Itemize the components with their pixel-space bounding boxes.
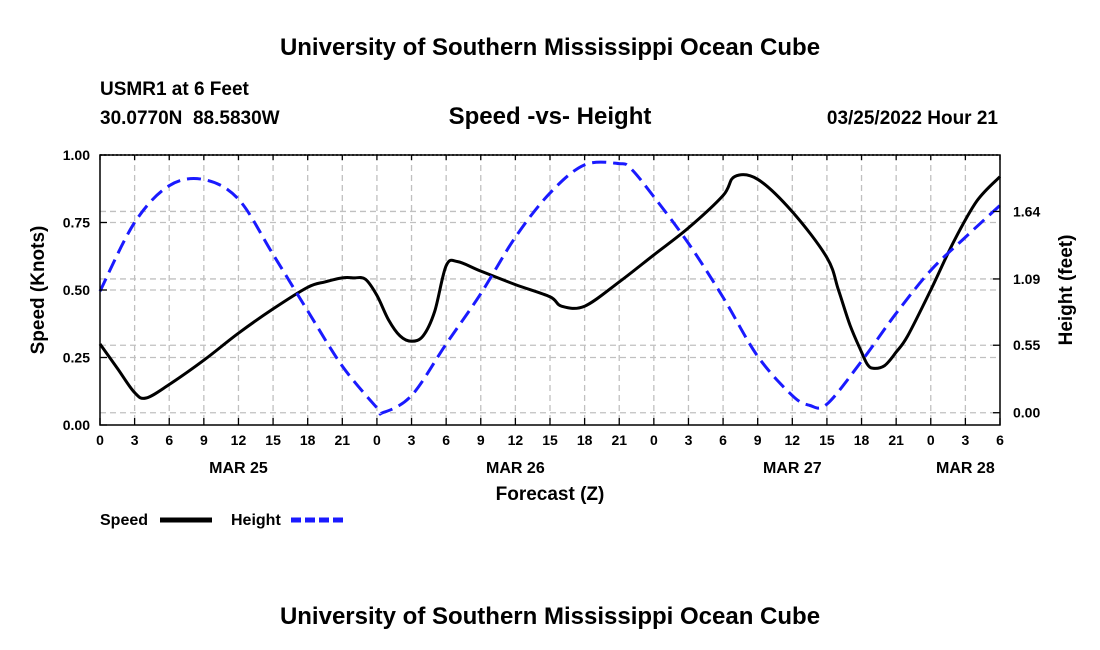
timestamp-label: 03/25/2022 Hour 21 bbox=[827, 108, 999, 129]
y-tick-label-left: 0.00 bbox=[63, 417, 90, 433]
coordinates-label: 30.0770N 88.5830W bbox=[100, 108, 280, 129]
legend-height-label: Height bbox=[231, 512, 281, 529]
x-tick-label: 6 bbox=[442, 432, 450, 448]
x-tick-label: 3 bbox=[961, 432, 969, 448]
footer-title: University of Southern Mississippi Ocean… bbox=[280, 603, 820, 630]
date-label: MAR 26 bbox=[486, 460, 545, 477]
y-tick-label-right: 0.55 bbox=[1013, 337, 1040, 353]
x-tick-label: 0 bbox=[96, 432, 104, 448]
x-tick-label: 12 bbox=[785, 432, 801, 448]
legend: Speed Height bbox=[100, 512, 343, 529]
date-label: MAR 25 bbox=[209, 460, 268, 477]
series-line-speed bbox=[98, 173, 1002, 400]
x-tick-label: 6 bbox=[165, 432, 173, 448]
y-tick-label-right: 1.09 bbox=[1013, 271, 1040, 287]
y-tick-label-left: 0.50 bbox=[63, 282, 90, 298]
x-tick-label: 12 bbox=[231, 432, 247, 448]
x-tick-label: 6 bbox=[719, 432, 727, 448]
date-label: MAR 27 bbox=[763, 460, 822, 477]
y-tick-label-left: 0.75 bbox=[63, 215, 90, 231]
x-tick-label: 0 bbox=[927, 432, 935, 448]
x-tick-label: 21 bbox=[611, 432, 627, 448]
x-tick-label: 18 bbox=[854, 432, 870, 448]
series-line-height bbox=[98, 160, 1002, 416]
x-axis-label: Forecast (Z) bbox=[496, 484, 605, 505]
plot-series bbox=[98, 160, 1002, 416]
x-tick-label: 15 bbox=[542, 432, 558, 448]
date-label: MAR 28 bbox=[936, 460, 995, 477]
station-label: USMR1 at 6 Feet bbox=[100, 79, 250, 100]
x-tick-label: 3 bbox=[685, 432, 693, 448]
chart-subtitle: Speed -vs- Height bbox=[449, 103, 652, 130]
axis-ticks: 0 3 6 9 12 15 18 21 0 3 6 9 12 15 18 21 0 3 6 9 12 15 18 21 0 3 6M… bbox=[63, 147, 1041, 477]
y-tick-label-right: 1.64 bbox=[1013, 203, 1040, 219]
y-axis-label-right: Height (feet) bbox=[1056, 235, 1077, 346]
grid-lines bbox=[100, 154, 1000, 425]
x-tick-label: 9 bbox=[754, 432, 762, 448]
x-tick-label: 9 bbox=[477, 432, 485, 448]
x-tick-label: 0 bbox=[373, 432, 381, 448]
main-title: University of Southern Mississippi Ocean… bbox=[280, 34, 820, 61]
x-tick-label: 3 bbox=[408, 432, 416, 448]
x-tick-label: 9 bbox=[200, 432, 208, 448]
x-tick-label: 15 bbox=[265, 432, 281, 448]
x-tick-label: 0 bbox=[650, 432, 658, 448]
x-tick-label: 18 bbox=[300, 432, 316, 448]
x-tick-label: 15 bbox=[819, 432, 835, 448]
x-tick-label: 3 bbox=[131, 432, 139, 448]
x-tick-label: 21 bbox=[335, 432, 351, 448]
x-tick-label: 18 bbox=[577, 432, 593, 448]
x-tick-label: 21 bbox=[888, 432, 904, 448]
x-tick-label: 6 bbox=[996, 432, 1004, 448]
y-tick-label-right: 0.00 bbox=[1013, 405, 1040, 421]
y-tick-label-left: 1.00 bbox=[63, 147, 90, 163]
legend-speed-label: Speed bbox=[100, 512, 148, 529]
y-axis-label-left: Speed (Knots) bbox=[28, 226, 49, 355]
y-tick-label-left: 0.25 bbox=[63, 350, 90, 366]
x-tick-label: 12 bbox=[508, 432, 524, 448]
